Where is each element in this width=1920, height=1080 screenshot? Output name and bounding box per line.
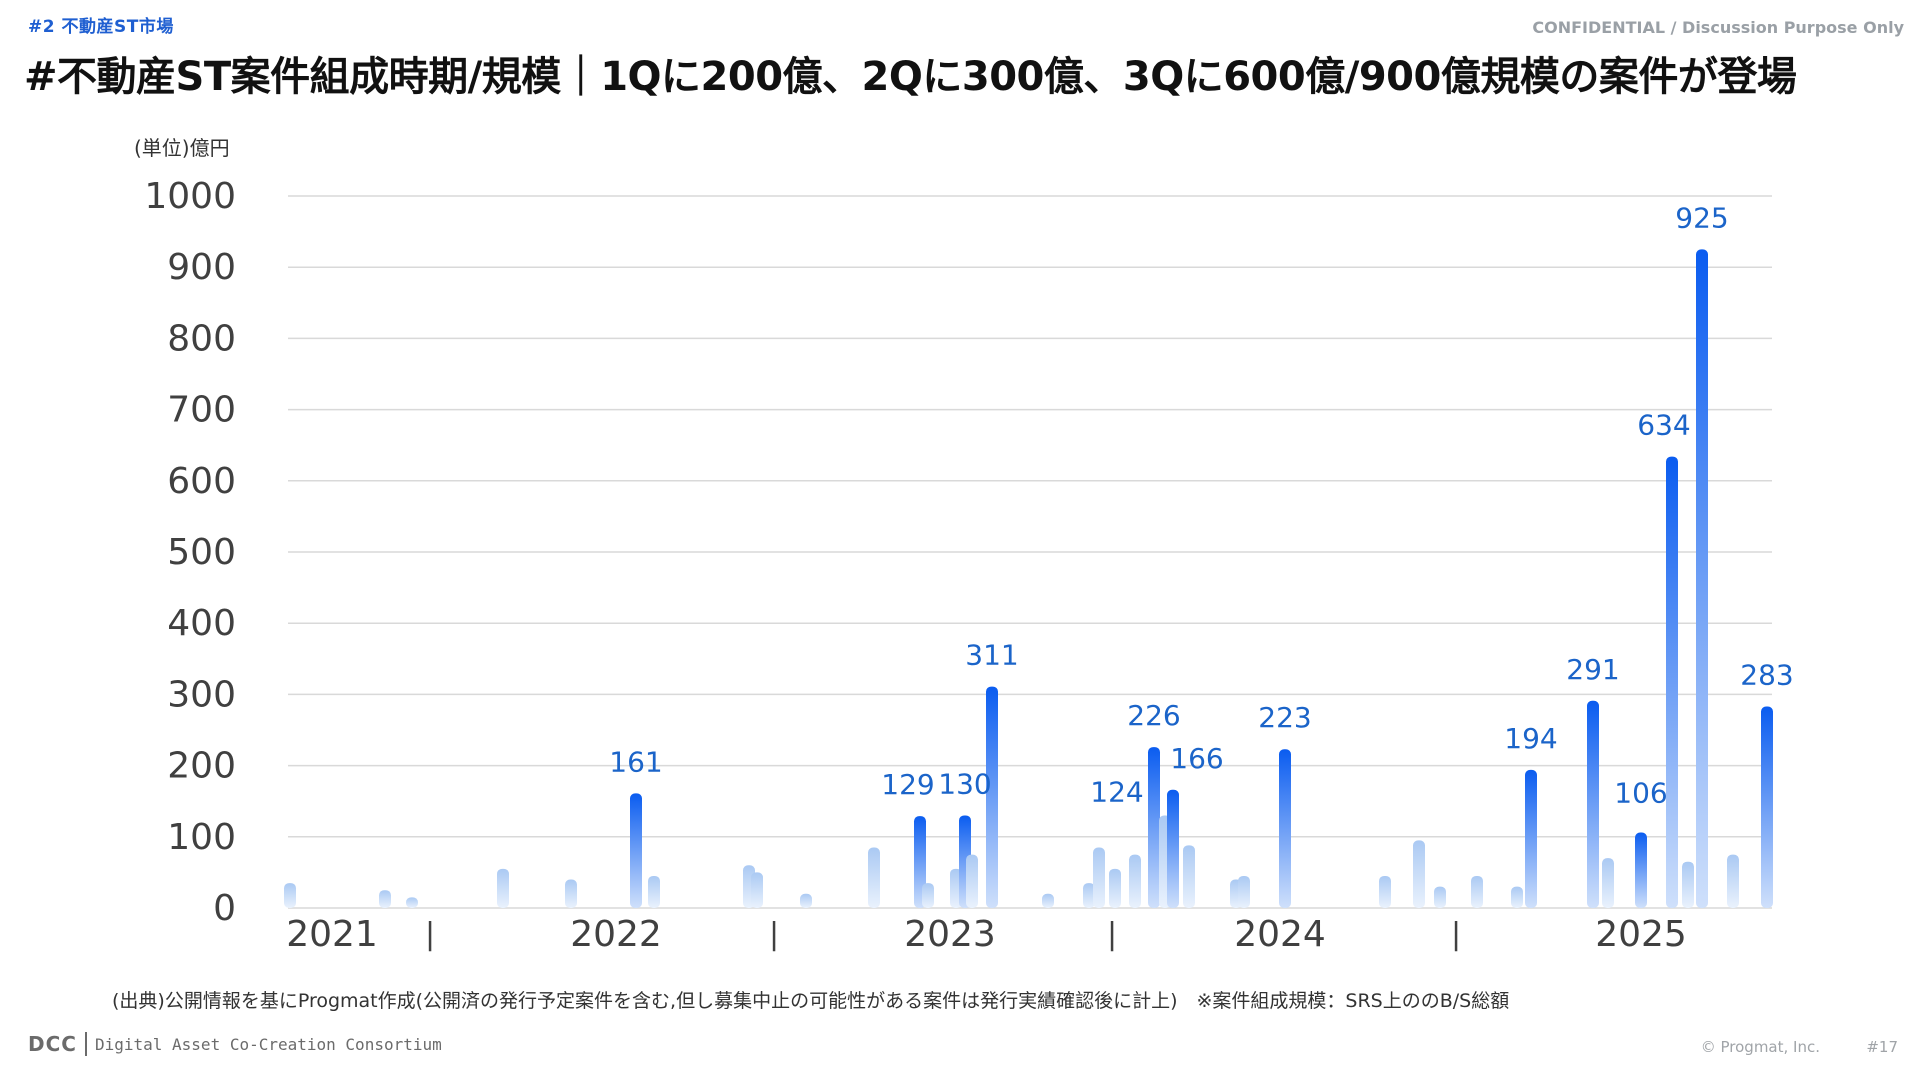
bar [379,890,391,908]
data-label: 161 [609,745,662,778]
highlight-bar [986,686,998,908]
y-tick-label: 700 [167,390,236,431]
highlight-bar [1587,700,1599,908]
highlight-bar [1761,706,1773,908]
bar [1727,854,1739,908]
data-label: 226 [1127,699,1180,732]
highlight-bar [1525,769,1537,908]
bar [1471,875,1483,908]
bar [1183,845,1195,908]
data-labels: 161 129 130 311 226 166 223 194 291 106 634 925 283 1… [609,201,1793,809]
highlight-bar [1279,749,1291,908]
y-axis-ticks: 0 100 200 300 400 500 600 700 800 900 1000 [144,176,236,929]
bar [1413,840,1425,908]
bar [1511,886,1523,908]
bar [1093,847,1105,908]
data-label: 634 [1637,409,1690,442]
gridlines [288,195,1772,909]
x-year-label: 2024 [1234,914,1326,955]
y-tick-label: 1000 [144,176,236,217]
y-tick-label: 400 [167,603,236,644]
highlight-bar [1148,747,1160,908]
data-label: 194 [1504,722,1557,755]
bar [1129,854,1141,908]
year-separator: | [1107,917,1117,952]
section-tag: #2 不動産ST市場 [28,17,174,37]
bar [751,872,763,908]
x-year-label: 2025 [1595,914,1687,955]
x-year-label: 2023 [904,914,996,955]
data-label: 130 [938,767,991,800]
source-note: (出典)公開情報を基にProgmat作成(公開済の発行予定案件を含む,但し募集中… [112,990,1510,1012]
bar [1682,861,1694,908]
bar [1042,893,1054,908]
data-label: 311 [965,639,1018,672]
highlight-bar [914,816,926,908]
y-tick-label: 900 [167,247,236,288]
footer-logo: DCC Digital Asset Co-Creation Consortium [28,1032,442,1056]
bar [868,847,880,908]
bar [1109,868,1121,908]
data-label: 129 [881,768,934,801]
year-separator: | [425,917,435,952]
y-tick-label: 600 [167,461,236,502]
bar [922,883,934,908]
bar [800,893,812,908]
bar [1238,875,1250,908]
page-number: #17 [1866,1038,1898,1056]
data-label: 283 [1740,659,1793,692]
bar [1379,875,1391,908]
data-label: 925 [1675,201,1728,234]
y-tick-label: 200 [167,746,236,787]
x-year-label: 2021 [286,914,378,955]
y-tick-label: 500 [167,532,236,573]
y-axis-unit-label: (単位)億円 [134,136,230,160]
highlight-bar [1635,832,1647,908]
highlight-bar [1167,789,1179,908]
y-tick-label: 800 [167,318,236,359]
bar [565,879,577,908]
x-axis-year-labels: 2021 2022 2023 2024 2025 | | | | [286,914,1687,955]
bar [1083,883,1095,908]
data-label: 223 [1258,701,1311,734]
y-tick-label: 100 [167,817,236,858]
y-tick-label: 0 [213,888,236,929]
bar [406,897,418,908]
bar [966,854,978,908]
bar [1434,886,1446,908]
highlight-bar [630,793,642,908]
bar [1602,858,1614,908]
dcc-logo: DCC [28,1032,77,1056]
year-separator: | [1451,917,1461,952]
bars [284,249,1773,908]
logo-divider [84,1032,87,1056]
data-label: 106 [1614,777,1667,810]
year-separator: | [769,917,779,952]
data-label: 124 [1090,776,1143,809]
confidential-label: CONFIDENTIAL / Discussion Purpose Only [1532,18,1904,37]
data-label: 291 [1566,653,1619,686]
x-year-label: 2022 [570,914,662,955]
highlight-bar [1666,456,1678,908]
highlight-bar [1696,249,1708,908]
copyright: © Progmat, Inc. [1700,1038,1820,1056]
page-title: #不動産ST案件組成時期/規模｜1Qに200億、2Qに300億、3Qに600億/… [24,54,1797,100]
data-label: 166 [1170,742,1223,775]
bar [497,868,509,908]
bar [648,875,660,908]
y-tick-label: 300 [167,674,236,715]
consortium-name: Digital Asset Co-Creation Consortium [94,1034,442,1054]
bar [284,883,296,908]
